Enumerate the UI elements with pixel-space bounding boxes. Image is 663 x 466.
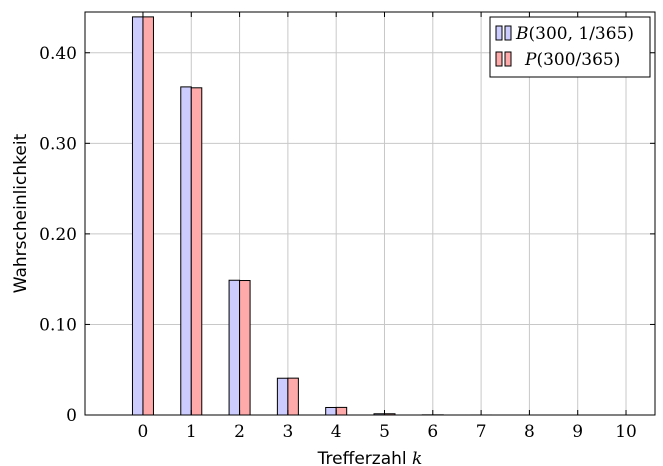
x-tick-label: 7 <box>476 422 487 442</box>
x-axis-label: Trefferzahl k <box>317 449 423 466</box>
y-tick-label: 0.20 <box>39 225 77 245</box>
legend-entry-poisson: P(300/365) <box>495 50 620 70</box>
y-tick-label: 0.30 <box>39 134 77 154</box>
bar-poisson <box>287 377 299 416</box>
legend-label-binomial-symbol: B <box>515 24 529 44</box>
legend-label-binomial-params: (300, 1/365) <box>529 24 635 44</box>
x-tick-label: 10 <box>615 422 637 442</box>
bar-poisson <box>142 16 154 416</box>
legend-swatch-binomial <box>504 25 512 41</box>
legend-swatch-poisson <box>504 51 512 67</box>
bar-binomial <box>276 377 289 416</box>
bar-binomial <box>180 86 192 416</box>
bar-binomial <box>325 406 337 416</box>
legend-label-binomial: B(300, 1/365) <box>515 24 634 44</box>
bar-binomial <box>228 279 241 416</box>
x-tick-label: 3 <box>282 422 293 442</box>
legend-entry-binomial: B(300, 1/365) <box>495 24 634 44</box>
y-tick-label: 0 <box>66 406 77 426</box>
bar-poisson <box>190 87 203 416</box>
x-tick-label: 1 <box>186 422 197 442</box>
x-tick-label: 5 <box>379 422 390 442</box>
legend-label-poisson-symbol: P <box>524 50 537 70</box>
x-tick-label: 6 <box>427 422 438 442</box>
x-tick-label: 4 <box>331 422 342 442</box>
bar-poisson <box>239 280 251 416</box>
legend-swatch-poisson <box>495 51 503 67</box>
x-tick-label: 0 <box>138 422 149 442</box>
legend: B(300, 1/365) P(300/365) <box>489 16 651 78</box>
plot-frame <box>84 11 656 416</box>
bar-binomial <box>131 16 144 416</box>
legend-label-poisson: P(300/365) <box>524 50 620 70</box>
x-tick-label: 8 <box>524 422 535 442</box>
x-axis-label-var: k <box>412 449 422 466</box>
ticks: 0 1 2 3 4 5 6 7 8 9 10 0 0.10 0.20 0.30 0.40 <box>39 12 655 442</box>
legend-box <box>489 16 651 78</box>
x-axis-label-text: Trefferzahl <box>317 449 412 466</box>
y-tick-label: 0.40 <box>39 44 77 64</box>
y-axis-label: Wahrscheinlichkeit <box>11 133 31 293</box>
legend-label-poisson-params: (300/365) <box>536 50 620 70</box>
x-tick-label: 9 <box>572 422 583 442</box>
x-tick-label: 2 <box>234 422 245 442</box>
y-tick-label: 0.10 <box>39 315 77 335</box>
bars <box>131 16 493 416</box>
legend-swatch-binomial <box>495 25 503 41</box>
bar-poisson <box>335 406 348 416</box>
